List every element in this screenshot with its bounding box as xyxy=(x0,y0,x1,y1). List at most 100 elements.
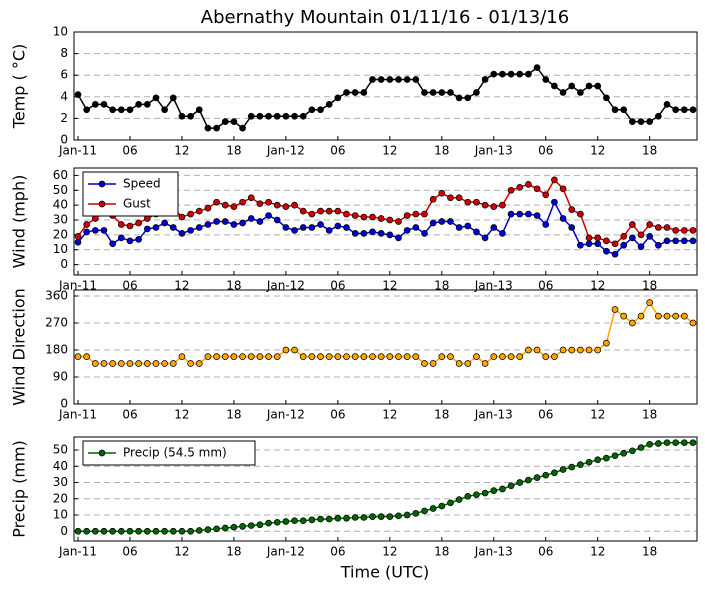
data-point xyxy=(680,237,688,245)
legend-label: Speed xyxy=(123,177,161,191)
data-point xyxy=(637,231,645,239)
data-point xyxy=(74,353,82,360)
data-point xyxy=(507,70,515,78)
data-point xyxy=(204,221,212,228)
data-point xyxy=(117,234,125,242)
data-point xyxy=(299,353,307,360)
data-point xyxy=(143,101,151,108)
data-point xyxy=(507,482,515,490)
data-point xyxy=(551,82,558,90)
data-point xyxy=(629,447,636,455)
data-point xyxy=(542,471,550,479)
x-tick-label: 06 xyxy=(330,144,345,158)
legend-label: Precip (54.5 mm) xyxy=(123,446,227,460)
y-axis-title: Wind Direction xyxy=(10,288,29,406)
data-point xyxy=(135,101,142,108)
data-point xyxy=(577,461,584,468)
data-point xyxy=(126,222,134,230)
data-point xyxy=(325,227,333,234)
data-point xyxy=(620,449,628,457)
x-tick-label: 06 xyxy=(122,408,137,422)
x-tick-label: 12 xyxy=(590,144,605,158)
data-point xyxy=(369,76,376,83)
data-point xyxy=(672,227,680,234)
data-point xyxy=(395,234,402,242)
data-point xyxy=(646,233,654,240)
data-point xyxy=(594,240,602,248)
data-point xyxy=(603,94,610,102)
data-point xyxy=(187,210,194,218)
data-point xyxy=(195,527,203,534)
data-point xyxy=(473,89,480,96)
data-point xyxy=(663,312,671,320)
data-point xyxy=(273,216,281,224)
data-point xyxy=(204,204,212,212)
data-point xyxy=(481,234,489,242)
plot-frame xyxy=(73,436,698,542)
data-point xyxy=(351,89,359,96)
data-point xyxy=(187,527,194,535)
data-point xyxy=(204,124,212,132)
data-point xyxy=(490,487,498,494)
data-point xyxy=(91,101,99,108)
y-tick-label: 50 xyxy=(53,183,68,197)
data-point xyxy=(421,89,428,96)
data-point xyxy=(568,82,576,90)
x-tick-label: 18 xyxy=(226,279,241,293)
data-point xyxy=(672,237,680,245)
data-point xyxy=(282,203,290,210)
data-point xyxy=(221,524,229,532)
data-point xyxy=(230,118,238,125)
data-point xyxy=(169,94,177,102)
data-point xyxy=(351,514,359,521)
y-tick-label: 20 xyxy=(53,491,68,505)
data-point xyxy=(421,210,428,218)
data-point xyxy=(386,76,394,83)
data-point xyxy=(438,89,446,96)
data-point xyxy=(455,224,463,231)
y-tick-label: 270 xyxy=(45,316,68,330)
data-point xyxy=(464,492,472,500)
data-point xyxy=(126,237,134,245)
data-point xyxy=(577,241,584,249)
data-point xyxy=(152,224,160,231)
data-point xyxy=(360,89,368,96)
data-point xyxy=(438,502,446,510)
data-point xyxy=(559,185,567,193)
x-tick-label: Jan-13 xyxy=(474,279,513,293)
data-point xyxy=(152,360,160,367)
data-point xyxy=(525,70,532,78)
data-point xyxy=(403,511,411,519)
data-point xyxy=(421,507,428,515)
data-point xyxy=(525,476,532,484)
data-point xyxy=(395,76,402,83)
x-tick-label: Jan-13 xyxy=(474,144,513,158)
data-point xyxy=(429,89,437,96)
data-point xyxy=(334,514,342,522)
y-tick-label: 0 xyxy=(60,133,68,147)
data-point xyxy=(343,224,350,231)
data-point xyxy=(325,207,333,215)
data-point xyxy=(473,491,480,499)
data-point xyxy=(308,210,316,218)
data-point xyxy=(213,198,220,206)
y-tick-label: 180 xyxy=(45,343,68,357)
x-axis-title: Time (UTC) xyxy=(340,563,429,582)
y-tick-label: 0 xyxy=(60,397,68,411)
data-point xyxy=(221,353,229,360)
data-point xyxy=(490,224,498,231)
data-point xyxy=(672,312,680,320)
data-point xyxy=(680,439,688,447)
data-point xyxy=(273,201,281,209)
data-point xyxy=(594,456,602,464)
data-point xyxy=(360,230,368,237)
x-tick-label: 18 xyxy=(226,144,241,158)
data-point xyxy=(265,353,272,360)
x-tick-label: Jan-12 xyxy=(266,545,305,559)
data-point xyxy=(585,240,593,248)
x-tick-label: Jan-12 xyxy=(266,408,305,422)
data-point xyxy=(577,346,584,354)
x-tick-label: Jan-11 xyxy=(58,408,97,422)
data-point xyxy=(594,234,602,242)
